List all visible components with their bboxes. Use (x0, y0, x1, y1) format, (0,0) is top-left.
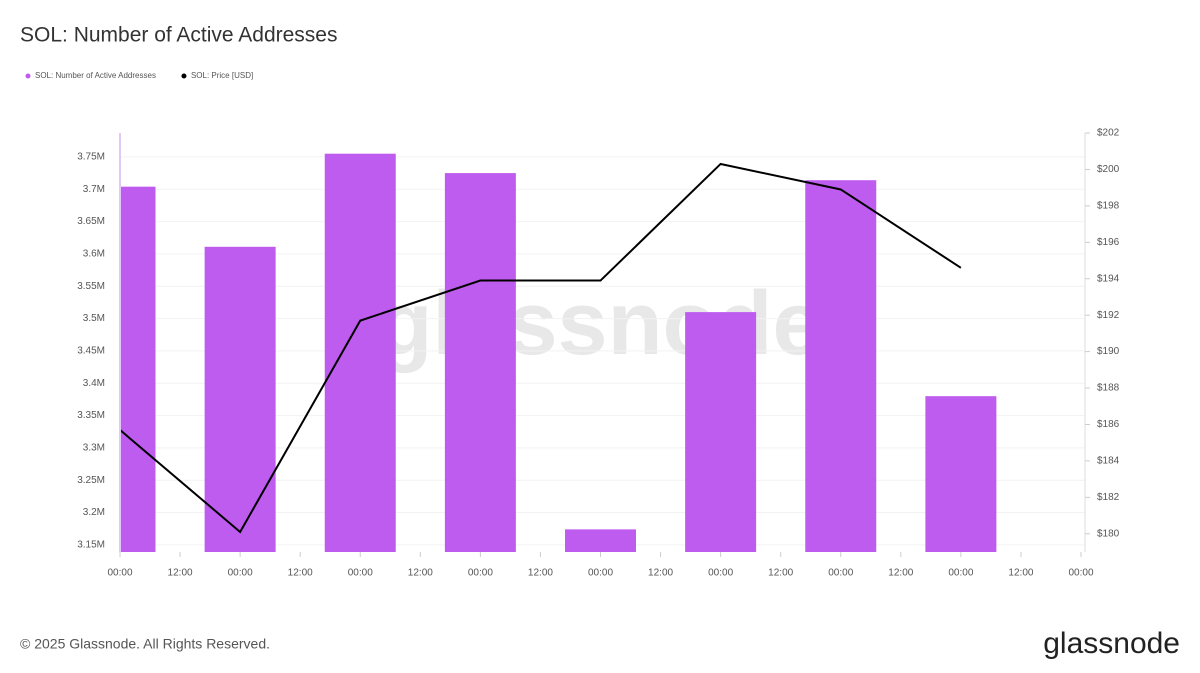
legend-swatch (181, 73, 187, 79)
bar (324, 153, 396, 553)
x-tick-label: 12:00 (1008, 568, 1033, 579)
footer: © 2025 Glassnode. All Rights Reserved. (20, 636, 270, 652)
x-tick-label: 00:00 (228, 568, 253, 579)
x-tick-label: 12:00 (408, 568, 433, 579)
x-tick-label: 12:00 (288, 568, 313, 579)
bar (120, 186, 156, 552)
plot (120, 153, 997, 553)
x-tick-label: 00:00 (107, 568, 132, 579)
logo: glassnode (1043, 627, 1180, 660)
legend-swatch (25, 73, 31, 79)
y2-tick-label: $194 (1097, 273, 1120, 284)
x-tick-label: 12:00 (648, 568, 673, 579)
y-tick-label: 3.6M (83, 249, 105, 260)
x-tick-label: 00:00 (708, 568, 733, 579)
y2-tick-label: $180 (1097, 528, 1120, 539)
y-tick-label: 3.4M (83, 378, 105, 389)
x-tick-label: 12:00 (528, 568, 553, 579)
x-tick-label: 00:00 (468, 568, 493, 579)
y-tick-label: 3.45M (77, 346, 105, 357)
price-line (120, 162, 962, 534)
y-tick-label: 3.3M (83, 443, 105, 454)
y2-tick-label: $200 (1097, 164, 1120, 175)
y2-tick-label: $198 (1097, 201, 1120, 212)
y-tick-label: 3.15M (77, 540, 105, 551)
y2-tick-label: $186 (1097, 419, 1120, 430)
y2-tick-label: $190 (1097, 346, 1120, 357)
bar (444, 173, 516, 552)
x-tick-label: 12:00 (168, 568, 193, 579)
y-tick-label: 3.2M (83, 507, 105, 518)
bar (565, 529, 636, 552)
bar (925, 396, 997, 552)
legend-label: SOL: Number of Active Addresses (35, 71, 156, 80)
x-tick-label: 00:00 (348, 568, 373, 579)
y2-tick-label: $196 (1097, 237, 1120, 248)
grid (120, 156, 1085, 546)
bar (685, 312, 757, 552)
x-tick-label: 00:00 (948, 568, 973, 579)
x-tick-label: 00:00 (828, 568, 853, 579)
bar (204, 246, 276, 552)
x-tick-label: 00:00 (1068, 568, 1093, 579)
y2-tick-label: $182 (1097, 492, 1120, 503)
y2-tick-label: $202 (1097, 128, 1120, 139)
axes: 3.15M 3.2M 3.25M 3.3M 3.35M 3.4M 3.45M 3.5M 3.55… (77, 128, 1119, 579)
y-tick-label: 3.55M (77, 281, 105, 292)
x-tick-label: 12:00 (888, 568, 913, 579)
y-tick-label: 3.7M (83, 184, 105, 195)
x-tick-label: 00:00 (588, 568, 613, 579)
y-tick-label: 3.5M (83, 313, 105, 324)
bar (805, 180, 877, 553)
chart-title: SOL: Number of Active Addresses (20, 24, 337, 47)
y-tick-label: 3.35M (77, 410, 105, 421)
y-tick-label: 3.75M (77, 152, 105, 163)
y-tick-label: 3.65M (77, 216, 105, 227)
y2-tick-label: $184 (1097, 456, 1120, 467)
x-tick-label: 12:00 (768, 568, 793, 579)
legend: SOL: Number of Active Addresses SOL: Pric… (25, 71, 253, 80)
y2-tick-label: $192 (1097, 310, 1120, 321)
y2-tick-label: $188 (1097, 383, 1120, 394)
legend-label: SOL: Price [USD] (191, 71, 253, 80)
y-tick-label: 3.25M (77, 475, 105, 486)
